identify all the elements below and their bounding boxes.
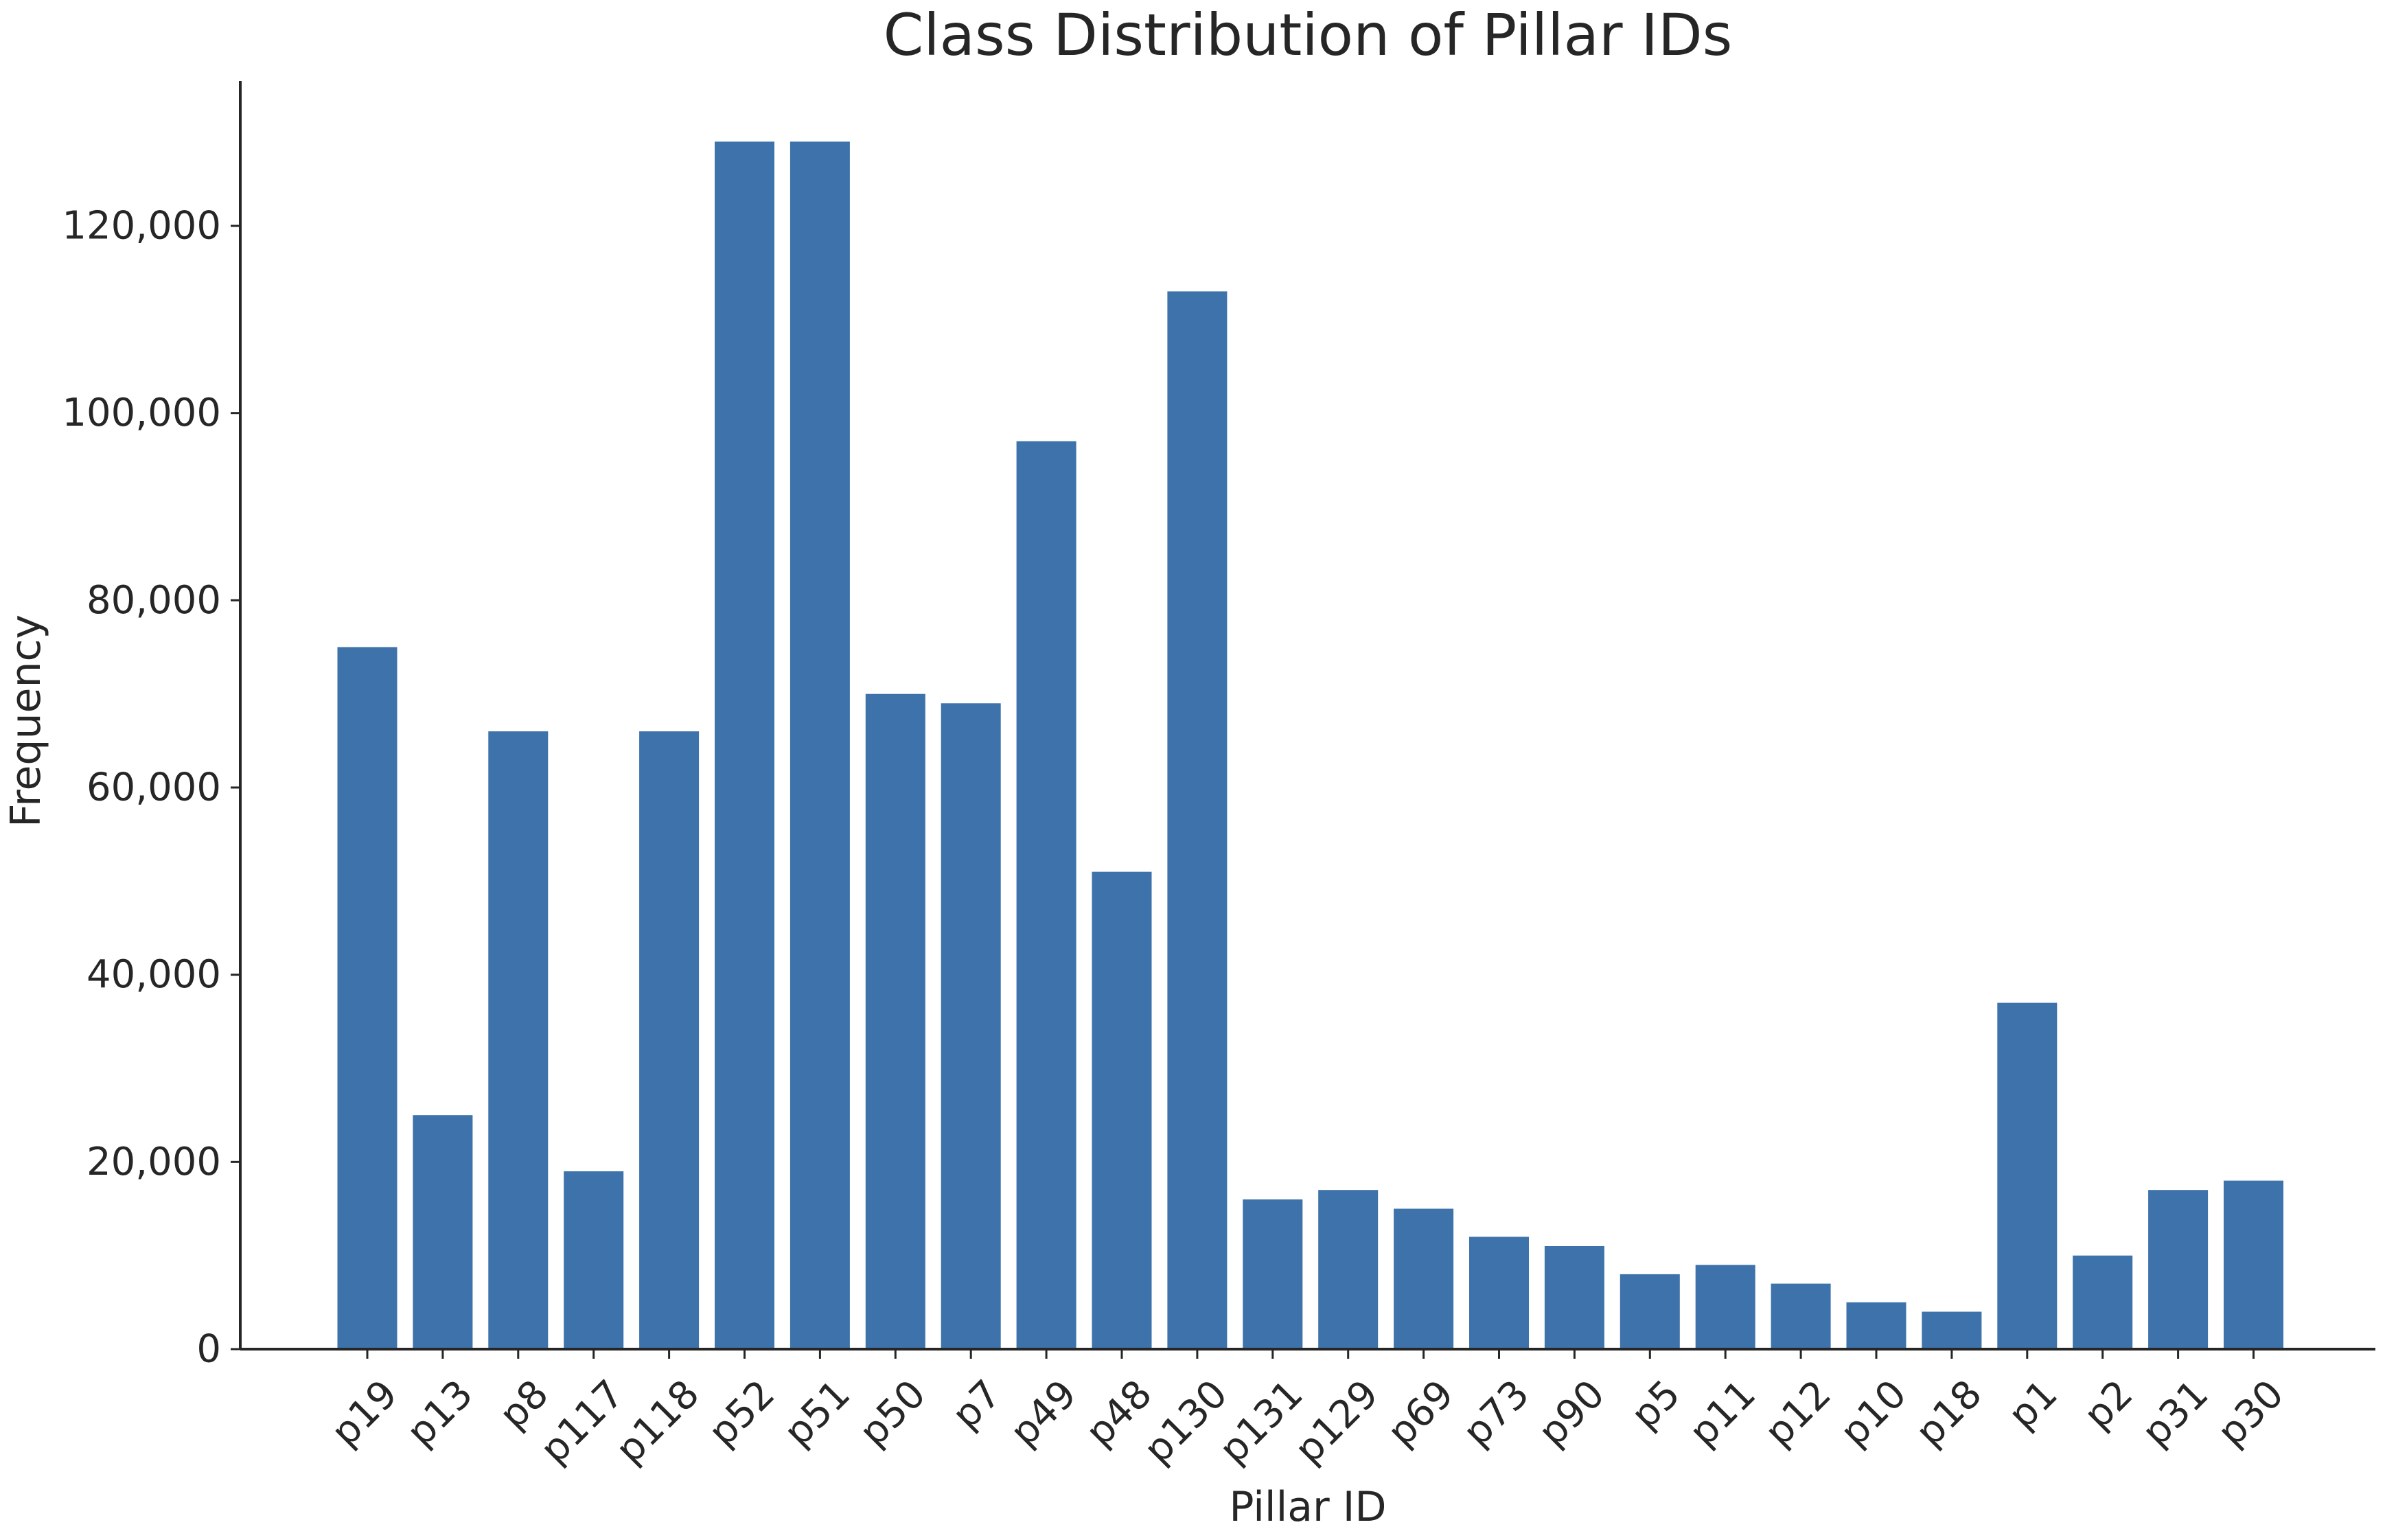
bar-p118: [639, 731, 700, 1349]
x-tick-label-p50: p50: [851, 1372, 934, 1455]
x-tick-label-p2: p2: [2075, 1372, 2141, 1438]
bar-p50: [865, 693, 925, 1349]
bar-p7: [941, 703, 1001, 1349]
x-tick-label-p118: p118: [608, 1372, 708, 1473]
x-tick-label-p73: p73: [1455, 1372, 1538, 1455]
y-tick-label-80000: 80,000: [87, 578, 221, 623]
bar-p11: [1695, 1265, 1755, 1349]
bar-p90: [1544, 1246, 1604, 1349]
x-tick-label-p13: p13: [398, 1372, 481, 1455]
x-tick-label-p31: p31: [2134, 1372, 2217, 1455]
x-tick-label-p7: p7: [944, 1372, 1010, 1438]
bar-p30: [2224, 1180, 2283, 1349]
bar-p51: [790, 141, 850, 1349]
x-tick-label-p19: p19: [323, 1372, 406, 1455]
x-tick-label-p10: p10: [1832, 1372, 1915, 1455]
x-tick-label-p11: p11: [1681, 1372, 1764, 1455]
x-tick-label-p30: p30: [2209, 1372, 2292, 1455]
bar-p52: [715, 141, 774, 1349]
y-tick-label-40000: 40,000: [87, 952, 221, 997]
x-tick-label-p18: p18: [1907, 1372, 1990, 1455]
x-tick-label-p117: p117: [532, 1372, 633, 1473]
bar-p19: [337, 647, 398, 1349]
bar-p12: [1771, 1283, 1831, 1349]
bar-p131: [1243, 1199, 1303, 1349]
bar-p49: [1016, 441, 1076, 1349]
x-tick-label-p52: p52: [700, 1372, 783, 1455]
x-tick-label-p130: p130: [1136, 1372, 1236, 1473]
y-tick-label-60000: 60,000: [87, 766, 221, 810]
x-tick-label-p49: p49: [1002, 1372, 1085, 1455]
y-tick-label-20000: 20,000: [87, 1140, 221, 1184]
bar-p5: [1620, 1274, 1680, 1349]
bar-p18: [1922, 1311, 1982, 1349]
y-tick-label-100000: 100,000: [62, 391, 221, 435]
bar-p73: [1469, 1237, 1529, 1349]
chart-title: Class Distribution of Pillar IDs: [884, 1, 1733, 69]
x-axis-label: Pillar ID: [1229, 1483, 1386, 1531]
bar-p117: [564, 1171, 624, 1349]
y-axis-label: Frequency: [2, 614, 50, 827]
x-tick-label-p90: p90: [1530, 1372, 1613, 1455]
bar-p130: [1167, 291, 1228, 1349]
bar-p129: [1318, 1190, 1379, 1349]
bar-p8: [488, 731, 549, 1349]
bar-p10: [1846, 1302, 1906, 1349]
x-tick-label-p69: p69: [1379, 1372, 1462, 1455]
x-tick-label-p129: p129: [1287, 1372, 1387, 1473]
bar-p31: [2148, 1190, 2209, 1349]
bar-p48: [1092, 871, 1152, 1349]
x-tick-label-p131: p131: [1211, 1372, 1312, 1473]
y-tick-label-0: 0: [196, 1327, 221, 1372]
x-tick-label-p5: p5: [1623, 1372, 1689, 1438]
x-tick-label-p12: p12: [1756, 1372, 1839, 1455]
bar-p2: [2073, 1255, 2133, 1349]
x-tick-label-p51: p51: [776, 1372, 859, 1455]
bar-p69: [1394, 1208, 1454, 1349]
y-tick-label-120000: 120,000: [62, 204, 221, 249]
bar-p13: [413, 1115, 473, 1349]
bar-p1: [1997, 1002, 2058, 1349]
x-tick-label-p1: p1: [2000, 1372, 2066, 1438]
